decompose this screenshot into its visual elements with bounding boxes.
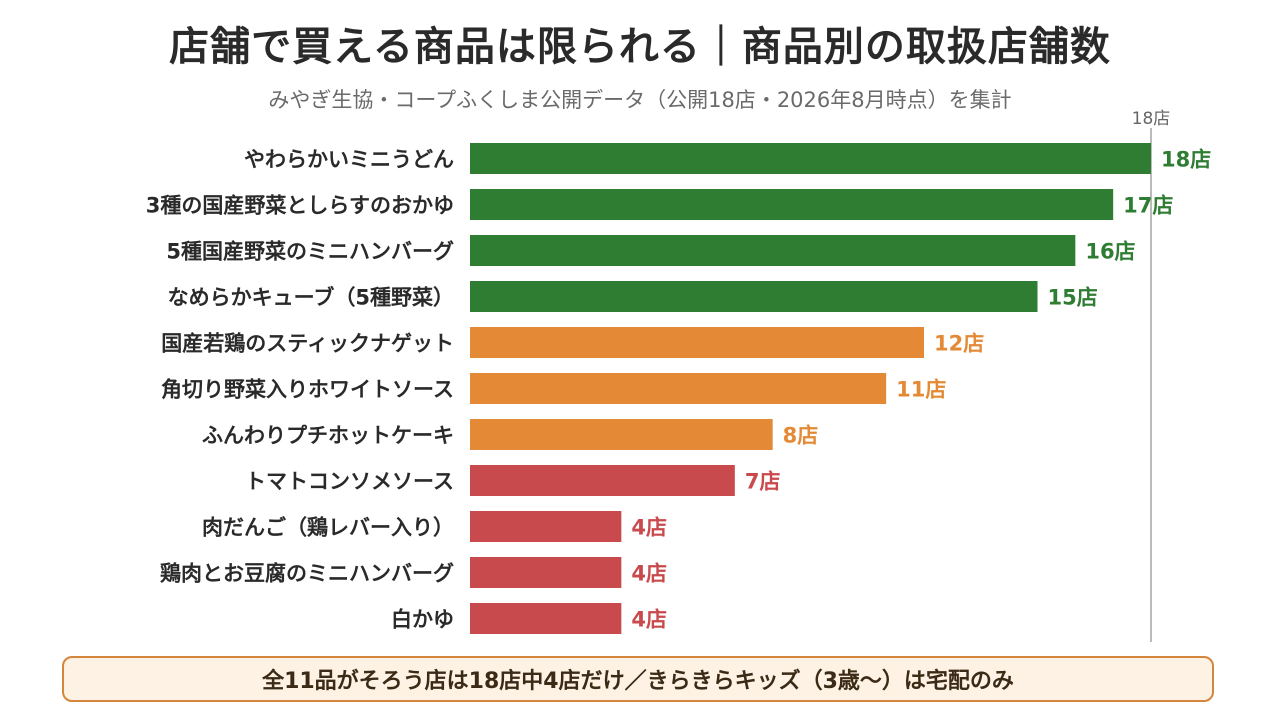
category-label: ふんわりプチホットケーキ xyxy=(202,424,454,448)
value-label: 16店 xyxy=(1085,240,1135,264)
value-label: 12店 xyxy=(934,332,984,356)
value-label: 7店 xyxy=(745,470,781,494)
value-label: 18店 xyxy=(1161,148,1211,172)
category-label: 3種の国産野菜としらすのおかゆ xyxy=(146,194,454,218)
category-label: 鶏肉とお豆腐のミニハンバーグ xyxy=(160,562,454,586)
bar xyxy=(470,603,622,634)
value-label: 8店 xyxy=(783,424,819,448)
bar xyxy=(470,419,773,450)
category-label: なめらかキューブ（5種野菜） xyxy=(168,286,454,310)
footer-note: 全11品がそろう店は18店中4店だけ／きらきらキッズ（3歳〜）は宅配のみ xyxy=(62,656,1214,702)
bar xyxy=(470,327,924,358)
chart-title: 店舗で買える商品は限られる｜商品別の取扱店舗数 xyxy=(169,24,1111,70)
chart-subtitle: みやぎ生協・コープふくしま公開データ（公開18店・2026年8月時点）を集計 xyxy=(268,88,1012,112)
bar xyxy=(470,465,735,496)
category-label: 5種国産野菜のミニハンバーグ xyxy=(166,240,454,264)
value-label: 4店 xyxy=(631,562,667,586)
value-label: 11店 xyxy=(896,378,946,402)
bar xyxy=(470,373,887,404)
value-label: 15店 xyxy=(1048,286,1098,310)
bar xyxy=(470,281,1038,312)
category-label: 国産若鶏のスティックナゲット xyxy=(161,332,454,356)
bar xyxy=(470,143,1151,174)
value-label: 4店 xyxy=(631,608,667,632)
category-label: 白かゆ xyxy=(391,608,454,632)
category-label: やわらかいミニうどん xyxy=(244,148,454,172)
category-label: 肉だんご（鶏レバー入り） xyxy=(202,516,454,540)
bar xyxy=(470,557,622,588)
reference-line-label: 18店 xyxy=(1132,109,1171,129)
bar xyxy=(470,235,1076,266)
value-label: 17店 xyxy=(1123,194,1173,218)
category-label: トマトコンソメソース xyxy=(245,470,454,494)
category-label: 角切り野菜入りホワイトソース xyxy=(161,378,454,402)
bar xyxy=(470,189,1114,220)
bar xyxy=(470,511,622,542)
value-label: 4店 xyxy=(631,516,667,540)
